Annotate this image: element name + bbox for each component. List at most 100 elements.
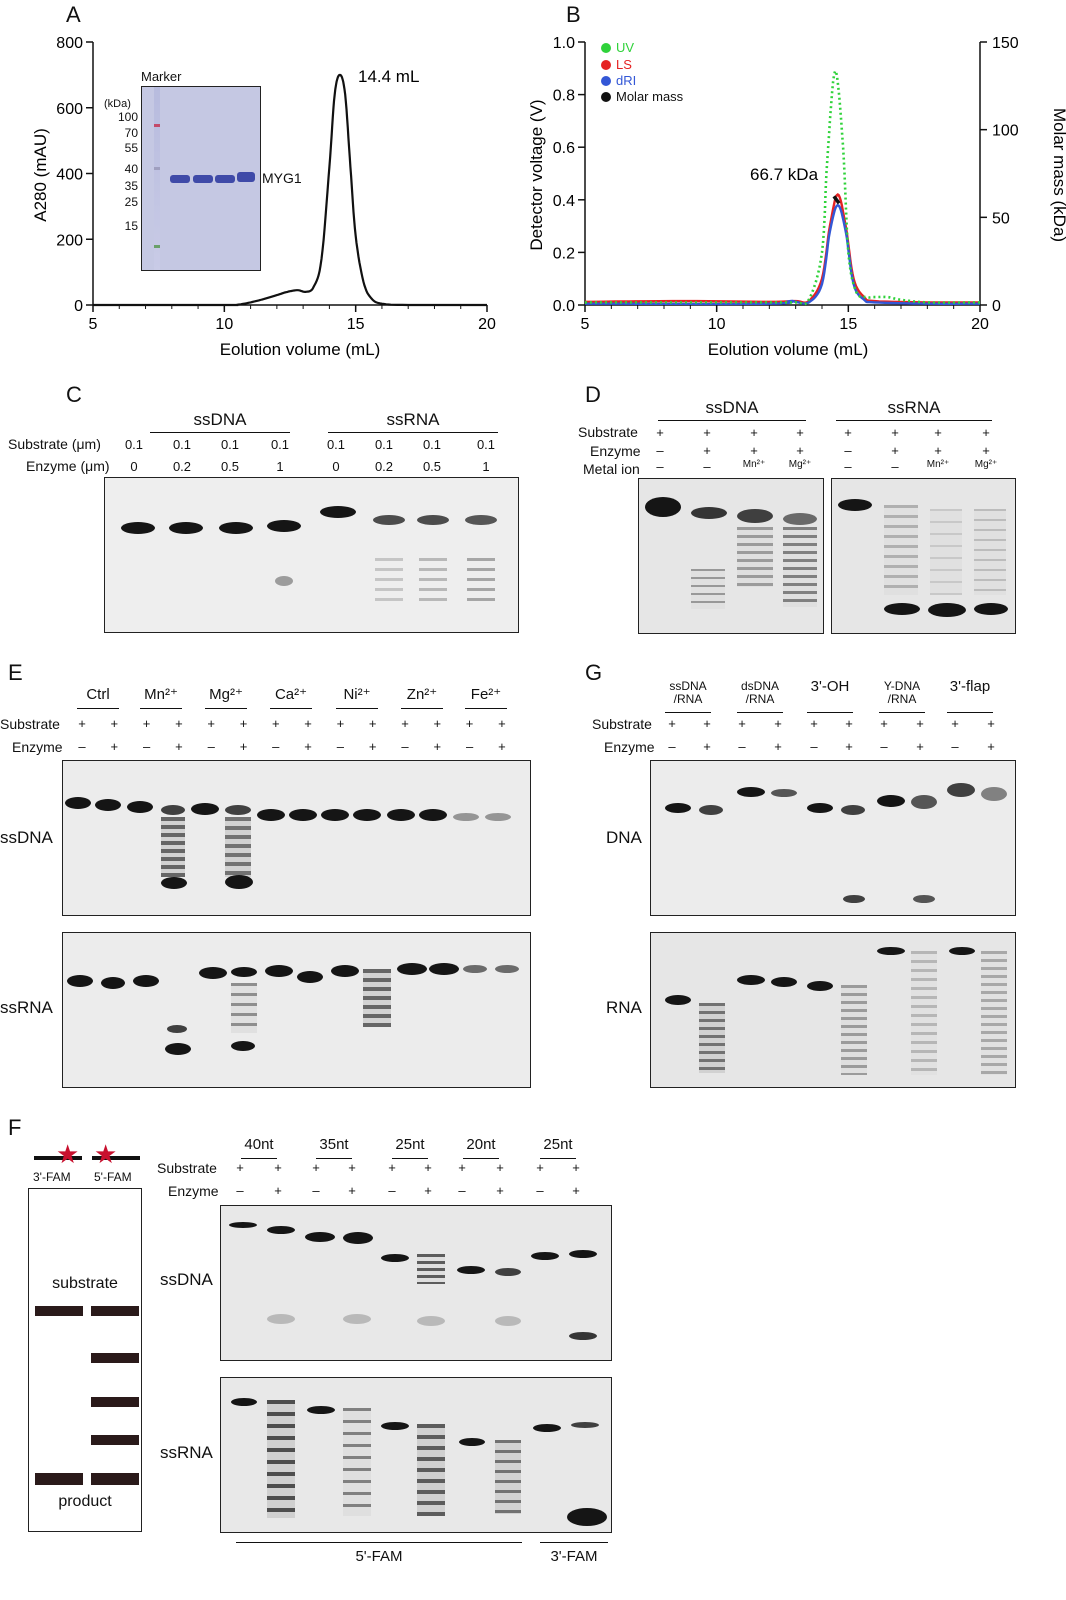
chart-a-xlabel: Eolution volume (mL) bbox=[220, 340, 381, 359]
e-lane-cell: – bbox=[78, 739, 86, 754]
schematic-product-label: product bbox=[58, 1493, 112, 1510]
c-group-ssdna: ssDNA bbox=[193, 410, 247, 429]
gel-e-band bbox=[485, 813, 511, 821]
chart-b-y2-tick-label: 50 bbox=[992, 210, 1010, 227]
gel-d-band bbox=[691, 507, 727, 519]
e-lane-cell: + bbox=[465, 716, 474, 731]
d-group-ssrna-line bbox=[836, 420, 992, 421]
schematic-band bbox=[91, 1473, 139, 1485]
chart-b-trace-molar-mass bbox=[832, 195, 841, 205]
gel-g-band bbox=[665, 803, 691, 813]
d-lane-cell: Mn²⁺ bbox=[742, 459, 766, 470]
f-5fam-label: 5'-FAM bbox=[355, 1548, 403, 1565]
f-lane-cell: + bbox=[424, 1183, 432, 1198]
d-row-substrate-label: Substrate bbox=[578, 424, 638, 440]
g-lane-cell: – bbox=[668, 739, 676, 754]
gel-e-ssdna bbox=[62, 760, 531, 916]
c-lane-cell: 0.1 bbox=[270, 437, 290, 452]
e-lane-cell: + bbox=[498, 716, 506, 731]
inset-sds-gel bbox=[141, 86, 261, 271]
gel-f-band bbox=[231, 1398, 257, 1406]
chart-b-y2-tick-label: 100 bbox=[992, 123, 1019, 140]
g-lane-cell: – bbox=[880, 739, 888, 754]
chart-b-x-tick-label: 10 bbox=[708, 316, 726, 333]
gel-d-band bbox=[645, 497, 681, 517]
d-lane-cell: – bbox=[891, 459, 899, 474]
e-lane-cell: + bbox=[239, 739, 248, 754]
d-lane-cell: + bbox=[844, 425, 852, 440]
d-lane-cell: – bbox=[703, 459, 711, 474]
gel-e-band bbox=[133, 975, 159, 987]
d-lane-cell: – bbox=[844, 443, 852, 458]
panel-letter-d: D bbox=[585, 382, 601, 407]
gel-f-band bbox=[457, 1266, 485, 1274]
inset-myg1-label: MYG1 bbox=[262, 170, 302, 186]
f-5fam-bracket bbox=[236, 1542, 522, 1543]
marker-100: 100 bbox=[117, 110, 138, 124]
schematic-strand-5fam bbox=[92, 1156, 140, 1160]
c-row-substrate-label: Substrate (μm) bbox=[8, 436, 101, 452]
d-lane-cell: + bbox=[982, 443, 990, 458]
chart-b-mass-annotation: 66.7 kDa bbox=[750, 165, 819, 184]
legend-uv-dot bbox=[601, 43, 611, 53]
gel-g-band bbox=[807, 803, 833, 813]
f-lane-cell: + bbox=[572, 1183, 580, 1198]
chart-a-x-tick-label: 5 bbox=[89, 316, 98, 333]
chart-b-y2label: Molar mass (kDa) bbox=[1050, 108, 1066, 242]
g-row-enzyme-label: Enzyme bbox=[604, 739, 655, 755]
gel-g-band bbox=[843, 895, 865, 903]
marker-25: 25 bbox=[124, 194, 138, 209]
g-group-header: ssDNA /RNA bbox=[669, 679, 707, 706]
schematic-band bbox=[35, 1306, 83, 1316]
chart-a-peak-annotation: 14.4 mL bbox=[358, 67, 419, 86]
chart-b-trace-ls bbox=[585, 192, 980, 304]
c-lane-cell: 0.5 bbox=[220, 459, 240, 474]
f-lane-cell: + bbox=[388, 1160, 396, 1175]
e-lane-cell: – bbox=[272, 739, 280, 754]
d-row-enzyme-label: Enzyme bbox=[590, 443, 641, 459]
d-lane-cell: + bbox=[796, 443, 804, 458]
g-group-line bbox=[665, 712, 711, 713]
f-3fam-bracket bbox=[540, 1542, 608, 1543]
gel-e-band bbox=[67, 975, 93, 987]
f-lane-cell: + bbox=[424, 1160, 432, 1175]
e-lane-cell: – bbox=[336, 739, 344, 754]
schematic-band bbox=[91, 1397, 139, 1407]
e-group-header: Ctrl bbox=[86, 686, 110, 703]
d-lane-cell: + bbox=[796, 425, 804, 440]
f-lane-cell: + bbox=[496, 1183, 504, 1198]
c-lane-cell: 0.1 bbox=[374, 437, 394, 452]
g-lane-cell: + bbox=[916, 716, 924, 731]
f-lane-cell: + bbox=[348, 1160, 356, 1175]
chart-a-y-tick-label: 800 bbox=[56, 35, 83, 52]
d-group-ssrna: ssRNA bbox=[887, 398, 941, 417]
legend-ls: LS bbox=[616, 57, 632, 72]
gel-c-band bbox=[267, 520, 301, 532]
chart-a-trace bbox=[93, 73, 487, 307]
c-lane-cell: 0.1 bbox=[422, 437, 442, 452]
gel-g-rna bbox=[650, 932, 1016, 1088]
gel-g-band bbox=[807, 981, 833, 991]
legend-molar-mass: Molar mass bbox=[616, 89, 684, 104]
g-lane-cell: – bbox=[738, 739, 746, 754]
gel-e-band bbox=[495, 965, 519, 973]
gel-f-ssrna bbox=[220, 1377, 612, 1533]
chart-b-y-tick-label: 1.0 bbox=[553, 35, 575, 52]
gel-e-band bbox=[257, 809, 285, 821]
gel-d-band bbox=[974, 603, 1008, 615]
e-gel-ssrna-label: ssRNA bbox=[0, 998, 53, 1017]
gel-e-band bbox=[127, 801, 153, 813]
gel-c-band bbox=[465, 515, 497, 525]
gel-e-band bbox=[65, 797, 91, 809]
f-lane-cell: – bbox=[388, 1183, 396, 1198]
f-lane-cell: + bbox=[348, 1183, 356, 1198]
d-lane-cell: Mg²⁺ bbox=[974, 459, 998, 470]
d-lane-cell: + bbox=[750, 443, 758, 458]
chart-b-y2-tick-label: 0 bbox=[992, 298, 1001, 315]
chart-b-x-tick-label: 20 bbox=[971, 316, 989, 333]
chart-b: 5 10 15 20 0.0 0.2 0.4 0.6 0.8 1.0 0 50 100 150 Eolut… bbox=[527, 35, 1066, 359]
e-gel-ssdna-label: ssDNA bbox=[0, 828, 53, 847]
g-group-header: 3'-flap bbox=[949, 678, 991, 695]
c-row-enzyme-label: Enzyme (μm) bbox=[26, 458, 110, 474]
f-lane-cell: – bbox=[312, 1183, 320, 1198]
